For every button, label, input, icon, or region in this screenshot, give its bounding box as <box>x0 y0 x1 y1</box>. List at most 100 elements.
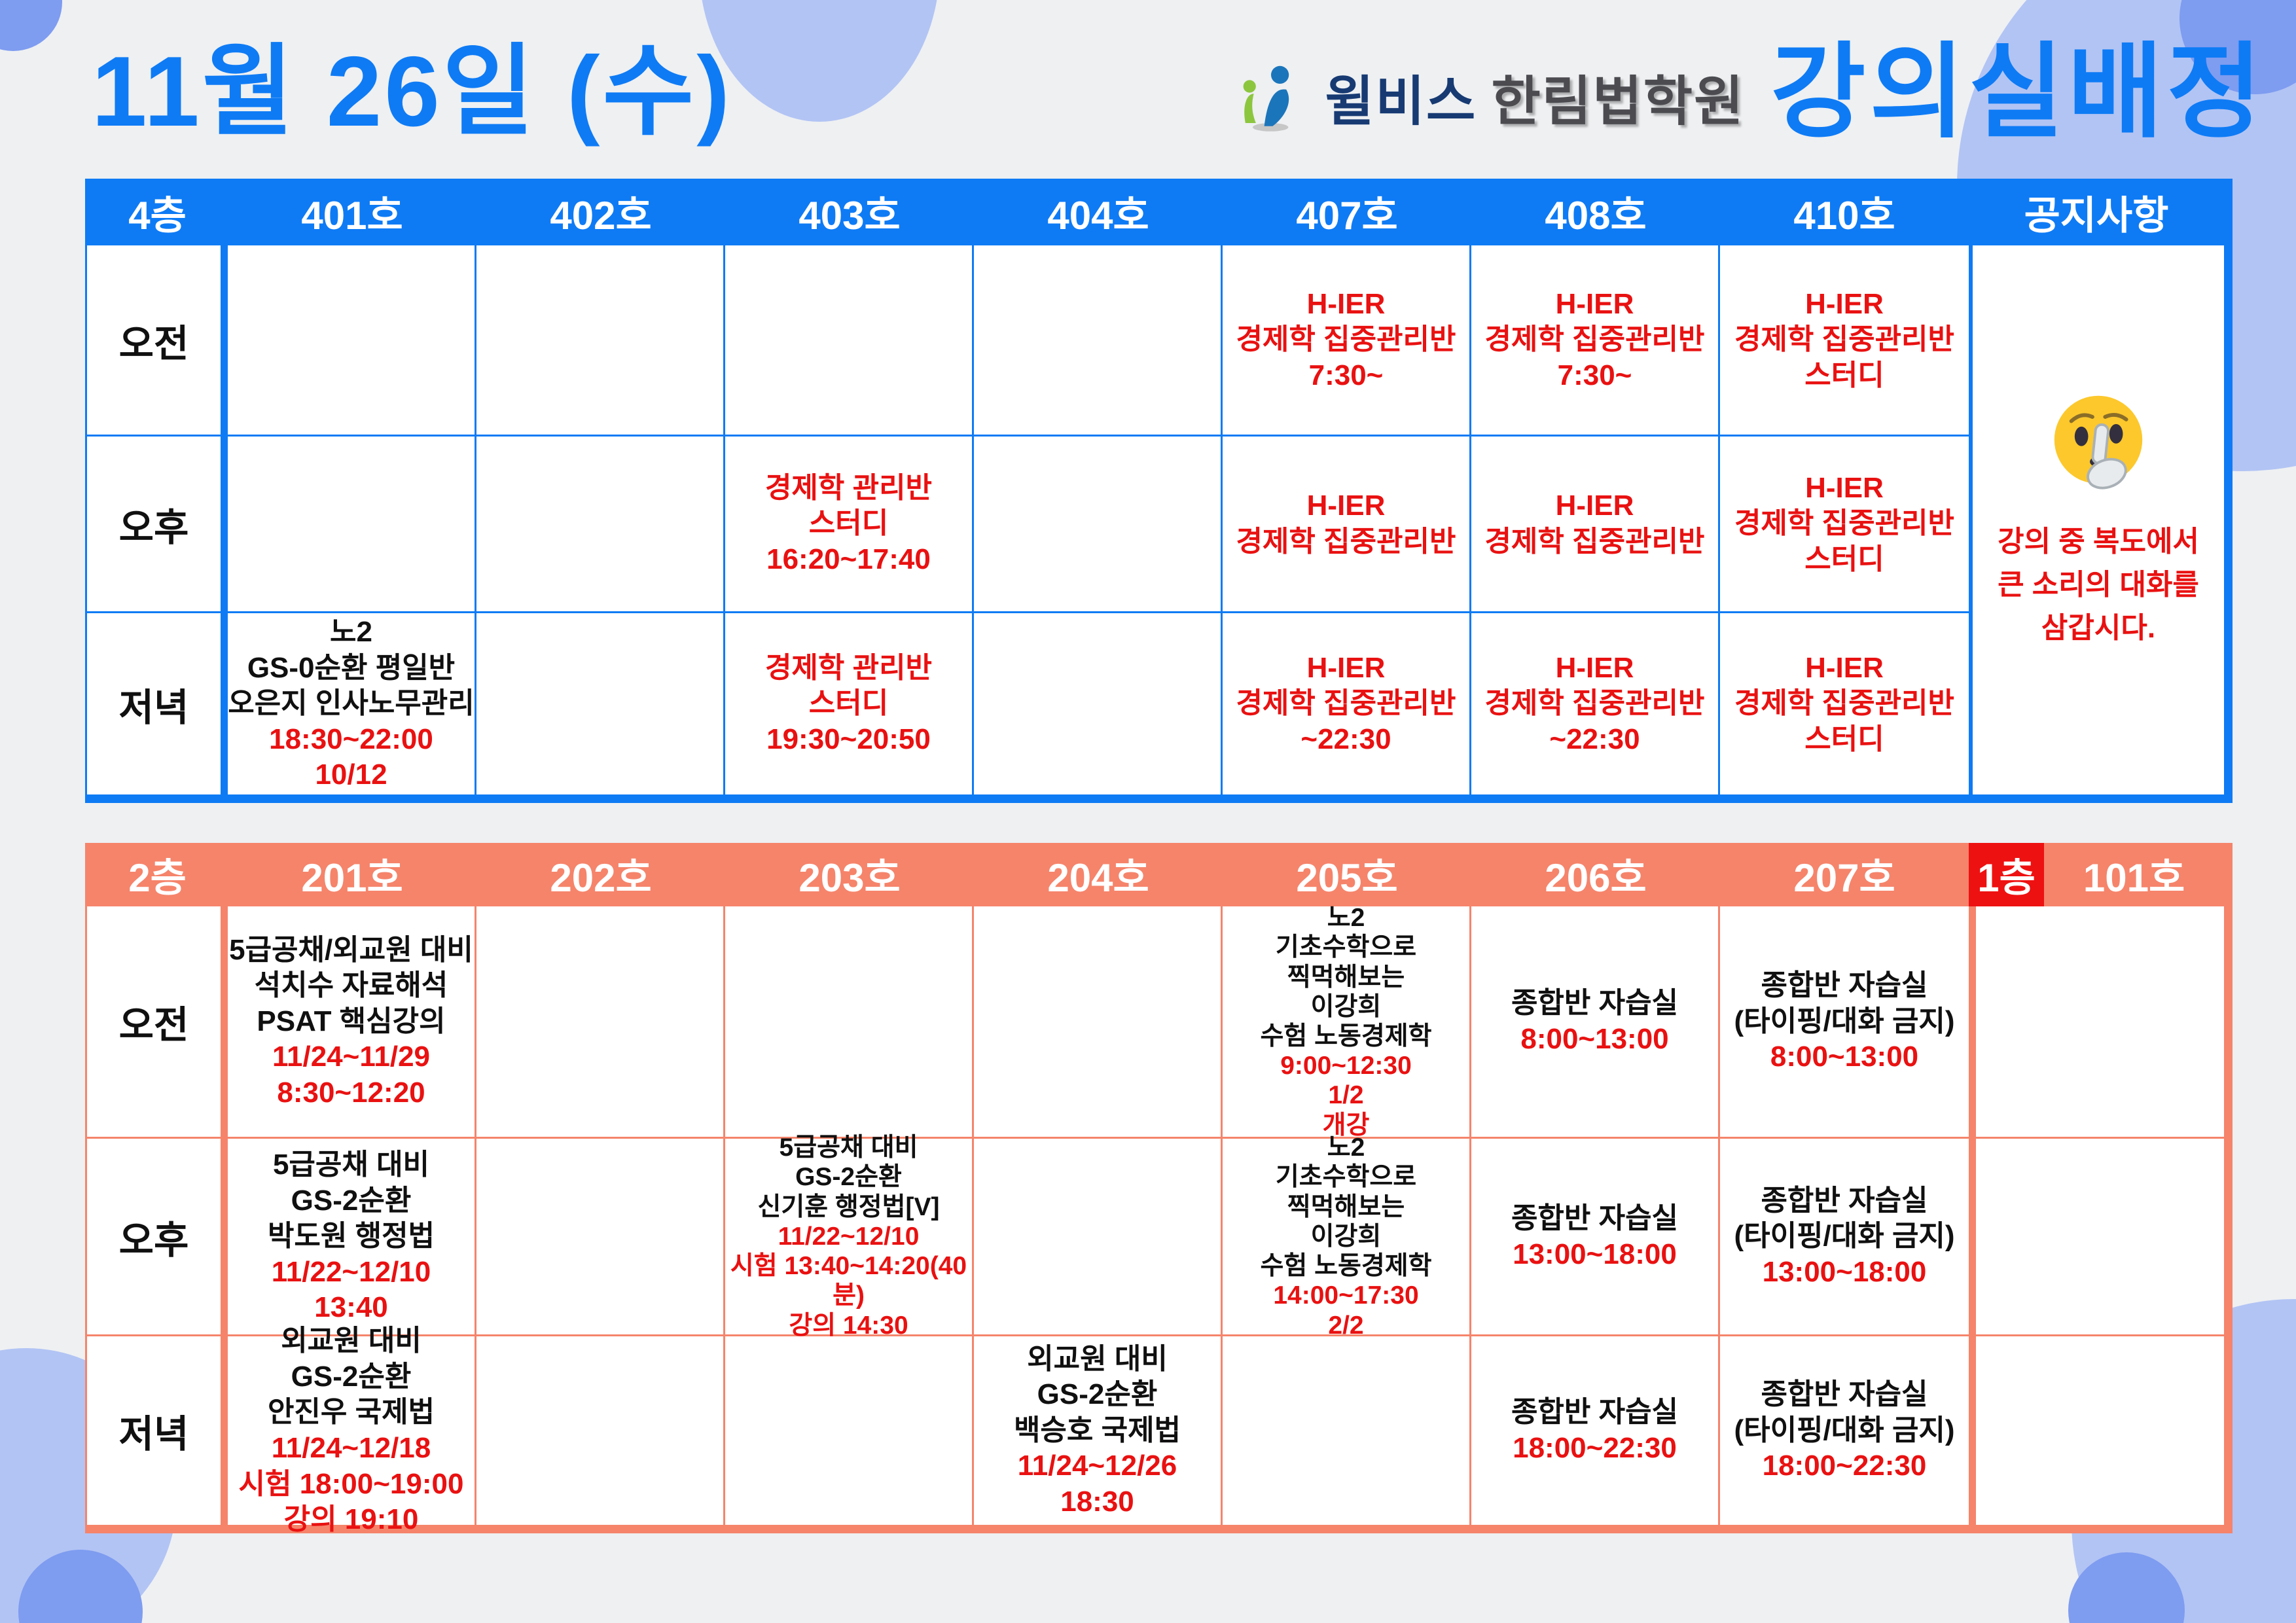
cell-203호-저녁 <box>725 1336 974 1525</box>
cell-205호-오전: 노2 기초수학으로 찍먹해보는 이강희 수험 노동경제학 9:00~12:30 1/2 개강 <box>1223 904 1471 1139</box>
cell-402호-저녁 <box>476 613 725 794</box>
schedule-line: 종합반 자습실 <box>1761 1378 1928 1411</box>
schedule-line: 스터디 <box>1804 359 1884 391</box>
schedule-line: 종합반 자습실 <box>1761 1184 1928 1217</box>
schedule-line: 스터디 <box>1804 722 1884 755</box>
schedule-line: GS-0순환 평일반 <box>247 651 456 684</box>
schedule-line: H-IER <box>1555 489 1634 522</box>
cell-203호-오후: 5급공채 대비 GS-2순환 신기훈 행정법[V] 11/22~12/10 시험 13:… <box>725 1133 974 1340</box>
schedule-line: H-IER <box>1555 287 1634 320</box>
cell-207호-저녁: 종합반 자습실 (타이핑/대화 금지) 18:00~22:30 <box>1720 1336 1969 1525</box>
schedule-line: GS-2순환 <box>795 1163 902 1192</box>
academy-logo: 윌비스 한림법학원 <box>1237 58 1745 135</box>
schedule-line: 박도원 행정법 <box>267 1220 435 1253</box>
schedule-line: 경제학 집중관리반 <box>1484 323 1705 356</box>
schedule-line: 찍먹해보는 <box>1287 1192 1405 1221</box>
schedule-line: 경제학 집중관리반 <box>1734 323 1955 356</box>
schedule-line: 2/2 <box>1328 1311 1364 1340</box>
room-header-204: 204호 <box>974 843 1223 906</box>
time-label-오후: 오후 <box>87 1139 228 1336</box>
room-header-202: 202호 <box>476 843 725 906</box>
schedule-line: 백승호 국제법 <box>1013 1414 1181 1446</box>
cell-402호-오후 <box>476 437 725 613</box>
schedule-line: 18:00~22:30 <box>1762 1450 1927 1482</box>
schedule-line: 7:30~ <box>1557 359 1632 391</box>
cell-202호-저녁 <box>476 1336 725 1525</box>
cell-404호-오후 <box>974 437 1223 613</box>
cell-408호-오전: H-IER 경제학 집중관리반 7:30~ <box>1471 245 1720 437</box>
schedule-line: 강의 14:30 <box>789 1311 908 1340</box>
cell-201호-오후: 5급공채 대비 GS-2순환 박도원 행정법 11/22~12/10 13:40 <box>228 1139 476 1336</box>
decor-blob-top-left <box>0 0 62 51</box>
time-label-오후: 오후 <box>87 437 228 613</box>
schedule-line: 경제학 집중관리반 <box>1734 687 1955 720</box>
notice-text: 강의 중 복도에서 큰 소리의 대화를 삼갑시다. <box>1998 520 2199 650</box>
cell-403호-오전 <box>725 245 974 437</box>
cell-207호-오후: 종합반 자습실 (타이핑/대화 금지) 13:00~18:00 <box>1720 1139 1969 1336</box>
schedule-line: 수험 노동경제학 <box>1260 1022 1432 1050</box>
schedule-line: 11/24~12/18 <box>271 1432 431 1464</box>
schedule-line: 18:30~22:00 <box>269 722 433 755</box>
schedule-line: 10/12 <box>315 758 387 791</box>
schedule-line: 경제학 집중관리반 <box>1236 525 1456 558</box>
schedule-line: 개강 <box>1322 1111 1370 1139</box>
schedule-line: 7:30~ <box>1308 359 1384 391</box>
room-header-403: 403호 <box>725 179 974 245</box>
schedule-line: H-IER <box>1805 471 1884 504</box>
schedule-line: 외교원 대비 <box>281 1325 422 1357</box>
schedule-line: H-IER <box>1306 489 1386 522</box>
notice-cell: 강의 중 복도에서 큰 소리의 대화를 삼갑시다. <box>1969 245 2224 794</box>
floor2-table: 2층 201호 202호 203호 204호 205호 206호 207호 1층… <box>85 843 2233 1535</box>
schedule-line: 11/22~12/10 <box>271 1255 431 1288</box>
cell-206호-오전: 종합반 자습실 8:00~13:00 <box>1471 906 1720 1139</box>
schedule-line: 경제학 관리반 <box>764 651 933 684</box>
schedule-line: GS-2순환 <box>291 1184 412 1217</box>
cell-407호-오후: H-IER 경제학 집중관리반 <box>1223 437 1471 613</box>
schedule-line: 이강희 <box>1310 992 1382 1021</box>
cell-204호-저녁: 외교원 대비 GS-2순환 백승호 국제법 11/24~12/26 18:30 <box>974 1336 1223 1525</box>
schedule-line: 13:40 <box>314 1291 388 1324</box>
schedule-line: 18:00~22:30 <box>1513 1432 1677 1464</box>
room-header-101: 101호 <box>2044 843 2224 906</box>
schedule-line: 8:30~12:20 <box>277 1076 425 1109</box>
schedule-line: 강의 19:10 <box>283 1503 419 1536</box>
schedule-line: 5급공채 대비 <box>272 1149 430 1181</box>
schedule-line: 11/24~11/29 <box>272 1041 431 1073</box>
schedule-line: 5급공채 대비 <box>779 1133 918 1162</box>
cell-410호-오전: H-IER 경제학 집중관리반 스터디 <box>1720 245 1969 437</box>
time-label-저녁: 저녁 <box>87 1336 228 1525</box>
schedule-line: 안진우 국제법 <box>267 1396 435 1429</box>
cell-403호-저녁: 경제학 관리반 스터디 19:30~20:50 <box>725 613 974 794</box>
cell-205호-저녁 <box>1223 1336 1471 1525</box>
shushing-face-icon <box>2054 395 2143 490</box>
cell-401호-오후 <box>228 437 476 613</box>
schedule-line: 기초수학으로 <box>1275 933 1417 962</box>
room-header-402: 402호 <box>476 179 725 245</box>
room-header-404: 404호 <box>974 179 1223 245</box>
cell-401호-저녁: 노2 GS-0순환 평일반 오은지 인사노무관리 18:30~22:00 10/12 <box>228 613 476 794</box>
schedule-line: H-IER <box>1805 651 1884 684</box>
schedule-line: 기초수학으로 <box>1275 1163 1417 1192</box>
schedule-line: (타이핑/대화 금지) <box>1734 1005 1955 1037</box>
cell-101호-오전 <box>1969 906 2224 1139</box>
schedule-line: 13:00~18:00 <box>1762 1255 1927 1288</box>
notice-line: 삼갑시다. <box>2041 611 2156 644</box>
schedule-line: 1/2 <box>1328 1081 1364 1110</box>
cell-404호-오전 <box>974 245 1223 437</box>
cell-101호-오후 <box>1969 1139 2224 1336</box>
schedule-line: 경제학 집중관리반 <box>1734 507 1955 540</box>
cell-410호-저녁: H-IER 경제학 집중관리반 스터디 <box>1720 613 1969 794</box>
schedule-line: 노2 <box>1327 1133 1365 1162</box>
schedule-line: 14:00~17:30 <box>1273 1281 1419 1310</box>
schedule-line: 종합반 자습실 <box>1511 1202 1679 1234</box>
room-header-207: 207호 <box>1720 843 1969 906</box>
schedule-line: 스터디 <box>808 687 889 720</box>
schedule-line: 오은지 인사노무관리 <box>228 687 475 720</box>
schedule-line: 16:20~17:40 <box>766 543 931 575</box>
schedule-line: 18:30 <box>1060 1485 1134 1518</box>
room-header-201: 201호 <box>228 843 476 906</box>
schedule-line: 찍먹해보는 <box>1287 963 1405 991</box>
cell-101호-저녁 <box>1969 1336 2224 1525</box>
schedule-line: 스터디 <box>1804 543 1884 575</box>
schedule-line: H-IER <box>1555 651 1634 684</box>
